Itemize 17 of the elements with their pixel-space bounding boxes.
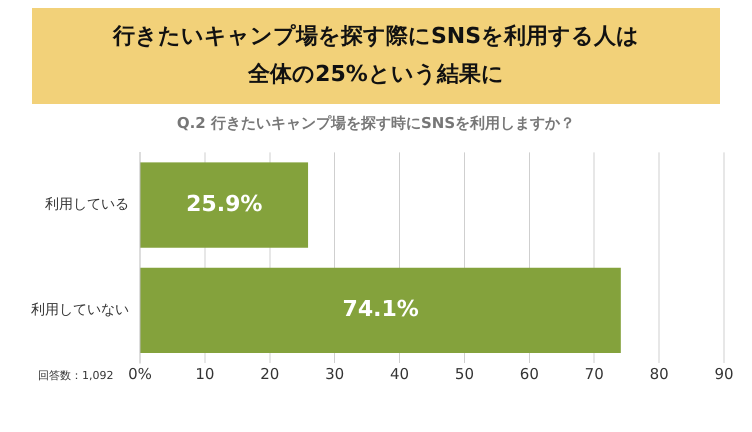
x-tick-label: 40: [390, 364, 410, 383]
x-tick-label: 0%: [128, 364, 152, 383]
x-tick-label: 60: [520, 364, 539, 383]
x-tick-label: 30: [325, 364, 344, 383]
x-tick-label: 10: [195, 364, 214, 383]
y-tick-label: 利用している: [45, 196, 129, 213]
text: 回答数：1,092: [38, 369, 114, 382]
chart-subtitle: Q.2 行きたいキャンプ場を探す時にSNSを利用しますか？: [176, 114, 576, 133]
chart-title: 行きたいキャンプ場を探す際にSNSを利用する人は全体の25%という結果に: [112, 23, 640, 89]
data-label: 74.1%: [342, 297, 419, 322]
y-tick-label: 利用していない: [31, 302, 129, 318]
x-tick-label: 20: [260, 364, 280, 383]
x-tick-label: 50: [454, 364, 474, 383]
x-tick-label: 90: [714, 364, 734, 383]
x-tick-label: 70: [584, 364, 604, 383]
x-tick-label: 80: [650, 364, 669, 383]
data-label: 25.9%: [186, 192, 262, 217]
